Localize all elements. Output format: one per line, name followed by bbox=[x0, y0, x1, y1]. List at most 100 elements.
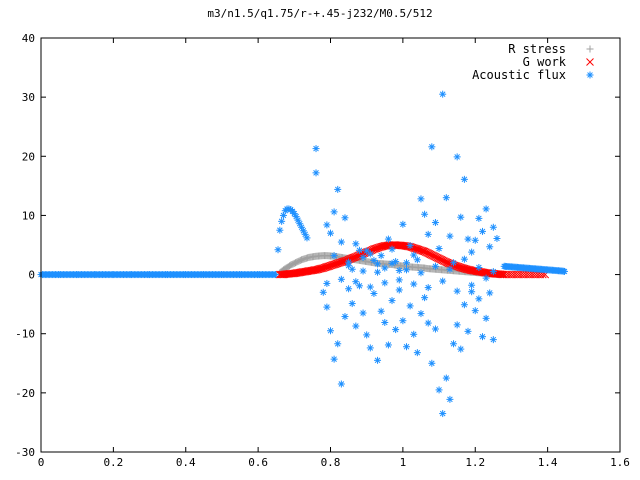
x-tick-label: 0.4 bbox=[176, 456, 196, 469]
y-tick-label: -10 bbox=[15, 328, 35, 341]
acoustic-flux-point bbox=[348, 300, 356, 308]
x-tick-label: 1.6 bbox=[610, 456, 630, 469]
acoustic-flux-point bbox=[493, 234, 501, 242]
acoustic-flux-point bbox=[352, 322, 360, 330]
acoustic-flux-point bbox=[377, 307, 385, 315]
acoustic-flux-point bbox=[319, 288, 327, 296]
acoustic-flux-point bbox=[468, 288, 476, 296]
acoustic-flux-point bbox=[366, 250, 374, 258]
acoustic-flux-point bbox=[381, 279, 389, 287]
legend-marker bbox=[586, 45, 594, 53]
acoustic-flux-point bbox=[406, 242, 414, 250]
acoustic-flux-point bbox=[388, 245, 396, 253]
acoustic-flux-point bbox=[435, 386, 443, 394]
acoustic-flux-point bbox=[345, 285, 353, 293]
y-tick-label: 40 bbox=[22, 32, 35, 45]
legend-label: Acoustic flux bbox=[472, 68, 566, 82]
acoustic-flux-point bbox=[482, 274, 490, 282]
acoustic-flux-point bbox=[482, 314, 490, 322]
acoustic-flux-point bbox=[417, 310, 425, 318]
acoustic-flux-point bbox=[384, 341, 392, 349]
legend-label: R stress bbox=[508, 42, 566, 56]
acoustic-flux-point bbox=[410, 251, 418, 259]
x-tick-label: 1 bbox=[400, 456, 407, 469]
legend-label: G work bbox=[523, 55, 567, 69]
acoustic-flux-point bbox=[330, 355, 338, 363]
acoustic-flux-point bbox=[450, 340, 458, 348]
acoustic-flux-point bbox=[489, 268, 497, 276]
axes-frame bbox=[40, 37, 621, 453]
x-tick-label: 0.2 bbox=[103, 456, 123, 469]
x-tick-label: 0.6 bbox=[248, 456, 268, 469]
acoustic-flux-point bbox=[446, 395, 454, 403]
acoustic-flux-point bbox=[341, 313, 349, 321]
acoustic-flux-point bbox=[468, 281, 476, 289]
acoustic-flux-point bbox=[475, 263, 483, 271]
x-tick-label: 1.2 bbox=[465, 456, 485, 469]
acoustic-flux-point bbox=[453, 287, 461, 295]
acoustic-flux-point bbox=[377, 252, 385, 260]
x-tick-label: 0 bbox=[38, 456, 45, 469]
g-work-point bbox=[499, 270, 507, 279]
acoustic-flux-point bbox=[417, 195, 425, 203]
acoustic-flux-point bbox=[388, 259, 396, 267]
acoustic-flux-point bbox=[323, 279, 331, 287]
acoustic-flux-point bbox=[366, 283, 374, 291]
acoustic-flux-point bbox=[424, 319, 432, 327]
acoustic-flux-point bbox=[475, 214, 483, 222]
acoustic-flux-point bbox=[410, 280, 418, 288]
acoustic-flux-point bbox=[417, 269, 425, 277]
y-tick-label: -30 bbox=[15, 446, 35, 459]
acoustic-flux-point bbox=[334, 185, 342, 193]
acoustic-flux-point bbox=[374, 268, 382, 276]
acoustic-flux-point bbox=[402, 259, 410, 267]
acoustic-flux-point bbox=[395, 276, 403, 284]
acoustic-flux-point bbox=[439, 277, 447, 285]
acoustic-flux-point bbox=[450, 259, 458, 267]
acoustic-flux-point bbox=[421, 210, 429, 218]
plot-area bbox=[37, 90, 569, 418]
acoustic-flux-point bbox=[323, 221, 331, 229]
acoustic-flux-point bbox=[384, 235, 392, 243]
acoustic-flux-point bbox=[395, 266, 403, 274]
acoustic-flux-point bbox=[406, 302, 414, 310]
acoustic-flux-point bbox=[486, 243, 494, 251]
acoustic-flux-point bbox=[341, 214, 349, 222]
acoustic-flux-point bbox=[431, 219, 439, 227]
acoustic-flux-point bbox=[352, 278, 360, 286]
acoustic-flux-point bbox=[460, 175, 468, 183]
acoustic-flux-point bbox=[278, 217, 286, 225]
acoustic-flux-point bbox=[439, 410, 447, 418]
acoustic-flux-point bbox=[337, 380, 345, 388]
acoustic-flux-point bbox=[359, 267, 367, 275]
acoustic-flux-point bbox=[388, 297, 396, 305]
acoustic-flux-point bbox=[482, 205, 490, 213]
acoustic-flux-point bbox=[374, 356, 382, 364]
y-tick-label: -20 bbox=[15, 387, 35, 400]
acoustic-flux-point bbox=[431, 262, 439, 270]
acoustic-flux-point bbox=[327, 327, 334, 335]
acoustic-flux-point bbox=[453, 153, 461, 161]
axis-ticks: 0 0.2 0.4 0.6 0.8 1 1.2 1.4 1.6 -30 -20 -10 0 10 20 30 4… bbox=[15, 32, 630, 469]
acoustic-flux-point bbox=[363, 331, 371, 339]
acoustic-flux-point bbox=[435, 245, 443, 253]
acoustic-flux-point bbox=[402, 343, 410, 351]
acoustic-flux-point bbox=[327, 229, 334, 237]
x-tick-label: 1.4 bbox=[538, 456, 558, 469]
g-work-point bbox=[496, 270, 505, 279]
acoustic-flux-point bbox=[374, 260, 382, 268]
acoustic-flux-point bbox=[428, 143, 436, 151]
legend-marker bbox=[586, 58, 594, 66]
acoustic-flux-point bbox=[471, 236, 479, 244]
acoustic-flux-point bbox=[442, 194, 450, 202]
acoustic-flux-point bbox=[424, 284, 432, 292]
acoustic-flux-point bbox=[471, 307, 479, 315]
acoustic-flux-point bbox=[402, 266, 410, 274]
acoustic-flux-point bbox=[464, 327, 472, 335]
acoustic-flux-point bbox=[413, 256, 421, 264]
acoustic-flux-point bbox=[348, 265, 356, 273]
acoustic-flux-point bbox=[486, 289, 494, 297]
acoustic-flux-point bbox=[312, 145, 320, 153]
acoustic-flux-point bbox=[276, 226, 284, 234]
acoustic-flux-point bbox=[410, 330, 418, 338]
